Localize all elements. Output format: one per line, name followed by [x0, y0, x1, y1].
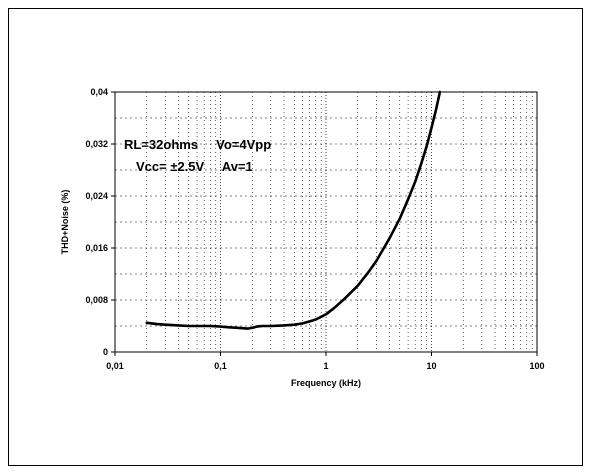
- y-tick-label: 0: [103, 347, 108, 357]
- y-tick-label: 0,016: [85, 243, 108, 253]
- y-tick-label: 0,032: [85, 139, 108, 149]
- y-tick-label: 0,008: [85, 295, 108, 305]
- x-tick-label: 1: [323, 361, 328, 371]
- series-line: [145, 90, 442, 330]
- x-tick-label: 100: [529, 361, 544, 371]
- x-tick-label: 0,01: [106, 361, 124, 371]
- y-tick-label: 0,024: [85, 191, 108, 201]
- x-tick-label: 0,1: [214, 361, 227, 371]
- x-tick-label: 10: [426, 361, 436, 371]
- tick-labels: 0,01 0,1 1 10 100 0 0,008 0,016 0,024 0,032 0,04: [85, 87, 544, 371]
- y-axis-label: THD+Noise (%): [60, 190, 70, 255]
- x-axis-label: Frequency (kHz): [291, 378, 361, 388]
- annotation-line-1: RL=32ohms Vo=4Vpp: [124, 137, 271, 152]
- y-tick-label: 0,04: [90, 87, 108, 97]
- series-layer: [145, 90, 442, 330]
- grid: [114, 92, 538, 352]
- annotation-line-2: Vcc= ±2.5V Av=1: [136, 159, 253, 174]
